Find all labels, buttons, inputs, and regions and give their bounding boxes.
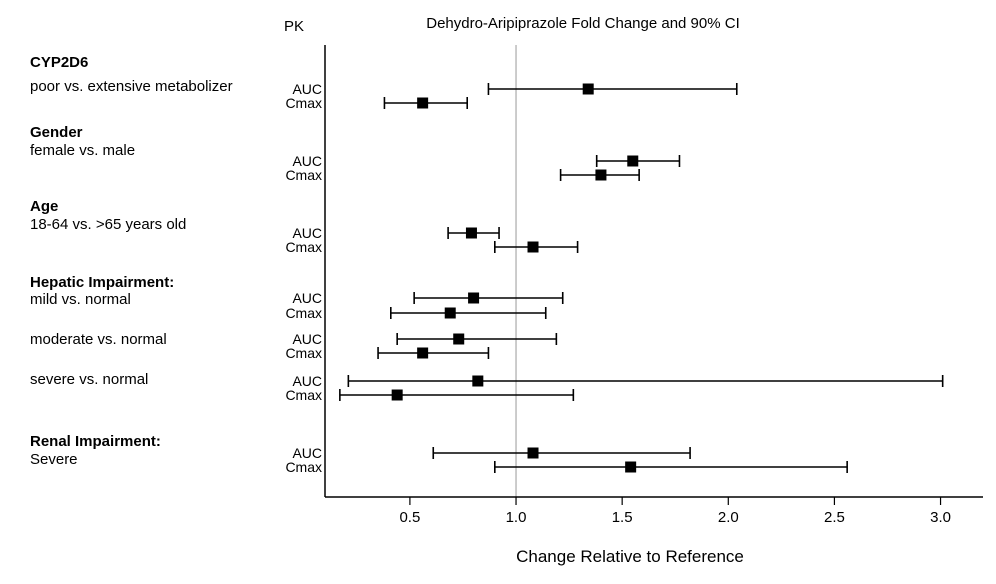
point-estimate-marker	[625, 461, 637, 473]
pk-row-label: AUC	[292, 373, 322, 389]
x-tick-label: 1.0	[506, 509, 527, 526]
comparison-label: mild vs. normal	[30, 291, 131, 308]
pk-row-label: AUC	[292, 331, 322, 347]
point-estimate-marker	[472, 375, 484, 387]
pk-row-label: AUC	[292, 445, 322, 461]
comparison-label: Severe	[30, 451, 78, 468]
group-heading: CYP2D6	[30, 54, 88, 71]
pk-row-label: Cmax	[285, 95, 322, 111]
data-rows-layer	[339, 83, 944, 473]
point-estimate-marker	[582, 83, 594, 95]
point-estimate-marker	[465, 227, 477, 239]
point-estimate-marker	[417, 347, 429, 359]
group-heading: Gender	[30, 124, 83, 141]
comparison-label: female vs. male	[30, 142, 135, 159]
x-tick-label: 2.0	[718, 509, 739, 526]
x-ticks-layer: 0.5 1.0 1.5 2.0 2.5 3.0	[399, 497, 951, 526]
point-estimate-marker	[453, 333, 465, 345]
x-tick-label: 0.5	[399, 509, 420, 526]
pk-column-header: PK	[284, 18, 304, 35]
point-estimate-marker	[627, 155, 639, 167]
pk-row-label: AUC	[292, 290, 322, 306]
chart-title: Dehydro-Aripiprazole Fold Change and 90%…	[426, 15, 740, 32]
pk-row-label: Cmax	[285, 305, 322, 321]
group-heading: Renal Impairment:	[30, 433, 161, 450]
group-heading: Hepatic Impairment:	[30, 274, 174, 291]
point-estimate-marker	[595, 169, 607, 181]
group-heading: Age	[30, 198, 58, 215]
pk-row-label: AUC	[292, 81, 322, 97]
comparison-label: 18-64 vs. >65 years old	[30, 216, 186, 233]
point-estimate-marker	[417, 97, 429, 109]
x-tick-label: 1.5	[612, 509, 633, 526]
comparison-label: poor vs. extensive metabolizer	[30, 78, 233, 95]
x-tick-label: 2.5	[824, 509, 845, 526]
x-axis-title: Change Relative to Reference	[516, 547, 744, 566]
pk-row-label: Cmax	[285, 345, 322, 361]
pk-row-label: Cmax	[285, 387, 322, 403]
pk-row-label: Cmax	[285, 239, 322, 255]
point-estimate-marker	[527, 447, 539, 459]
comparison-label: moderate vs. normal	[30, 331, 167, 348]
pk-row-label: AUC	[292, 225, 322, 241]
pk-row-label: Cmax	[285, 459, 322, 475]
pk-row-label: AUC	[292, 153, 322, 169]
comparison-label: severe vs. normal	[30, 371, 148, 388]
point-estimate-marker	[527, 241, 539, 253]
point-estimate-marker	[444, 307, 456, 319]
x-tick-label: 3.0	[930, 509, 951, 526]
point-estimate-marker	[391, 389, 403, 401]
point-estimate-marker	[468, 292, 480, 304]
pk-row-label: Cmax	[285, 167, 322, 183]
